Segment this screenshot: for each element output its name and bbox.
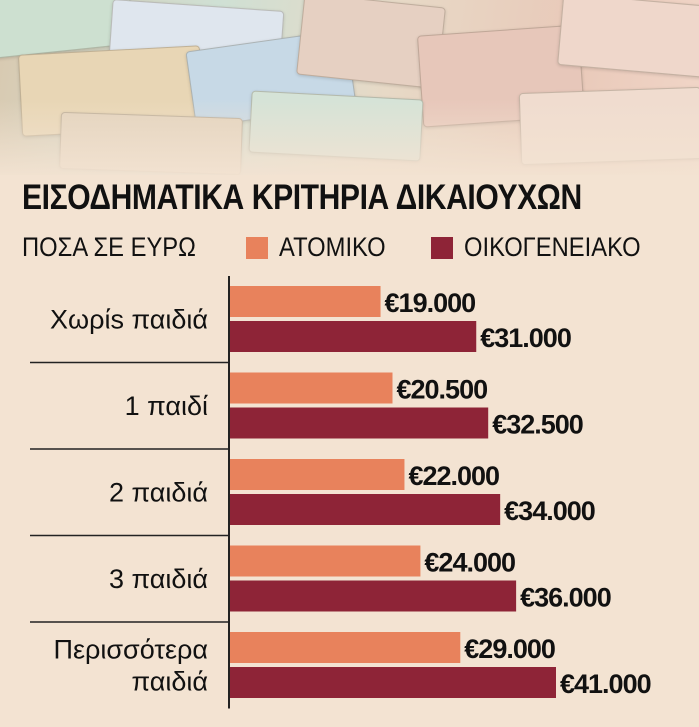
bar-family bbox=[229, 667, 556, 698]
bar-individual bbox=[229, 545, 421, 577]
euro-banknotes-photo bbox=[0, 0, 699, 175]
bar-individual bbox=[229, 459, 405, 490]
data-label-family: €31.000 bbox=[480, 323, 571, 353]
chart-subtitle: ΠΟΣΑ ΣΕ ΕΥΡΩ bbox=[22, 232, 196, 262]
legend-swatch-individual bbox=[246, 237, 268, 259]
category-label: Χωρίs παιδιά bbox=[50, 304, 208, 334]
data-label-individual: €22.000 bbox=[408, 461, 499, 491]
category-label: παιδιά bbox=[132, 666, 209, 696]
data-label-family: €34.000 bbox=[504, 496, 595, 526]
bar-individual bbox=[229, 372, 393, 404]
data-label-individual: €20.500 bbox=[397, 375, 488, 405]
legend-swatch-family bbox=[431, 237, 453, 259]
legend-label-individual: ΑΤΟΜΙΚΟ bbox=[279, 232, 386, 262]
chart-title: ΕΙΣΟΔΗΜΑΤΙΚΑ ΚΡΙΤΗΡΙΑ ΔΙΚΑΙΟΥΧΩΝ bbox=[22, 178, 582, 217]
legend-label-family: ΟΙΚΟΓΕΝΕΙΑΚΟ bbox=[464, 232, 641, 262]
bar-family bbox=[229, 580, 517, 612]
bar-individual bbox=[229, 286, 381, 317]
bar-family bbox=[229, 494, 501, 525]
data-label-family: €41.000 bbox=[560, 669, 651, 699]
bar-family bbox=[229, 407, 489, 439]
category-label: 2 παιδιά bbox=[109, 477, 208, 507]
data-label-family: €32.500 bbox=[492, 410, 583, 440]
bar-family bbox=[229, 321, 477, 352]
data-label-individual: €29.000 bbox=[464, 634, 555, 664]
bar-individual bbox=[229, 632, 461, 663]
category-label: 3 παιδιά bbox=[109, 564, 208, 594]
category-label: 1 παιδί bbox=[125, 391, 208, 421]
data-label-individual: €19.000 bbox=[385, 288, 476, 318]
data-label-family: €36.000 bbox=[520, 583, 611, 613]
category-label: Περισσότερα bbox=[53, 634, 208, 664]
data-label-individual: €24.000 bbox=[424, 548, 515, 578]
